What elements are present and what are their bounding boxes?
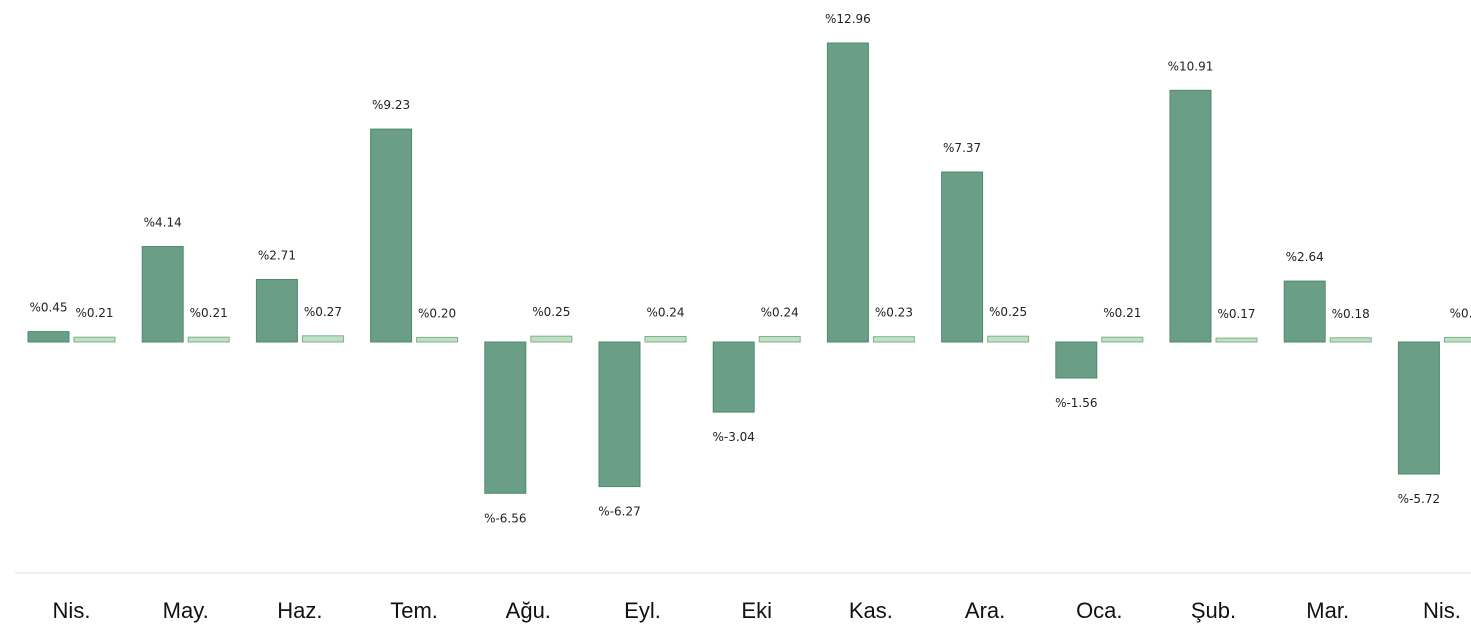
x-category-label: Kas. bbox=[849, 598, 893, 623]
primary-bar-value-label: %-5.72 bbox=[1398, 492, 1440, 506]
x-category-label: Mar. bbox=[1306, 598, 1349, 623]
primary-bar bbox=[826, 42, 869, 343]
secondary-bar-value-label: %0.25 bbox=[989, 305, 1027, 319]
primary-bar bbox=[712, 341, 755, 413]
primary-bar bbox=[598, 341, 641, 488]
x-category-label: Ara. bbox=[965, 598, 1005, 623]
x-category-label: Eki bbox=[741, 598, 772, 623]
secondary-bar bbox=[416, 336, 459, 343]
secondary-bar bbox=[530, 335, 573, 343]
primary-bar-value-label: %-3.04 bbox=[712, 430, 754, 444]
secondary-bar-value-label: %0.23 bbox=[875, 306, 913, 320]
secondary-bar-value-label: %0.17 bbox=[1217, 307, 1255, 321]
secondary-bar-value-label: %0.25 bbox=[532, 305, 570, 319]
primary-bar bbox=[255, 279, 298, 343]
secondary-bar-value-label: %0.20 bbox=[418, 306, 456, 320]
primary-bar bbox=[1283, 280, 1326, 343]
x-category-label: Nis. bbox=[1423, 598, 1461, 623]
secondary-bar bbox=[872, 336, 915, 343]
primary-bar-value-label: %0.45 bbox=[29, 301, 67, 315]
x-category-label: Haz. bbox=[277, 598, 322, 623]
category-label-group: Nis. May. Haz. Tem. Ağu. Eyl. Eki Kas. Ara. Oca. Ş… bbox=[53, 598, 1461, 623]
primary-bar-value-label: %-6.27 bbox=[598, 505, 640, 519]
bar-group bbox=[27, 42, 1471, 494]
secondary-bar bbox=[987, 335, 1030, 343]
secondary-bar-value-label: %0.21 bbox=[75, 306, 113, 320]
primary-bar bbox=[484, 341, 527, 494]
secondary-bar bbox=[1101, 336, 1144, 343]
x-category-label: Eyl. bbox=[624, 598, 661, 623]
x-category-label: Tem. bbox=[390, 598, 438, 623]
primary-bar bbox=[941, 171, 984, 343]
primary-bar-value-label: %-6.56 bbox=[484, 511, 526, 525]
primary-bar-value-label: %2.71 bbox=[258, 249, 296, 263]
secondary-bar bbox=[187, 336, 230, 343]
secondary-bar bbox=[1443, 336, 1471, 343]
primary-bar-value-label: %4.14 bbox=[144, 216, 182, 230]
primary-bar bbox=[141, 246, 184, 343]
primary-bar bbox=[1055, 341, 1098, 379]
x-category-label: Ağu. bbox=[506, 598, 551, 623]
value-label-group: %0.45 %0.21 %4.14 %0.21 %2.71 %0.27 %9.23 %0.20… bbox=[29, 12, 1471, 525]
secondary-bar-value-label: %0.24 bbox=[761, 306, 799, 320]
primary-bar-value-label: %-1.56 bbox=[1055, 396, 1097, 410]
secondary-bar-value-label: %0.21 bbox=[190, 306, 228, 320]
secondary-bar bbox=[73, 336, 116, 343]
primary-bar bbox=[1397, 341, 1440, 475]
secondary-bar-value-label: %0.21 bbox=[1103, 306, 1141, 320]
primary-bar-value-label: %9.23 bbox=[372, 98, 410, 112]
secondary-bar bbox=[644, 336, 687, 343]
primary-bar-value-label: %10.91 bbox=[1168, 59, 1214, 73]
primary-bar-value-label: %12.96 bbox=[825, 12, 871, 26]
x-category-label: Oca. bbox=[1076, 598, 1122, 623]
primary-bar bbox=[1169, 89, 1212, 343]
secondary-bar bbox=[1329, 337, 1372, 343]
secondary-bar bbox=[301, 335, 344, 343]
x-category-label: May. bbox=[163, 598, 209, 623]
secondary-bar-value-label: %0.18 bbox=[1332, 307, 1370, 321]
primary-bar bbox=[370, 128, 413, 343]
primary-bar-value-label: %7.37 bbox=[943, 141, 981, 155]
secondary-bar bbox=[758, 336, 801, 343]
x-category-label: Nis. bbox=[53, 598, 91, 623]
secondary-bar-value-label: %0.24 bbox=[646, 306, 684, 320]
primary-bar-value-label: %2.64 bbox=[1286, 250, 1324, 264]
secondary-bar-value-label: %0.2 bbox=[1450, 306, 1471, 320]
secondary-bar-value-label: %0.27 bbox=[304, 305, 342, 319]
secondary-bar bbox=[1215, 337, 1258, 343]
x-category-label: Şub. bbox=[1191, 598, 1236, 623]
primary-bar bbox=[27, 331, 70, 343]
